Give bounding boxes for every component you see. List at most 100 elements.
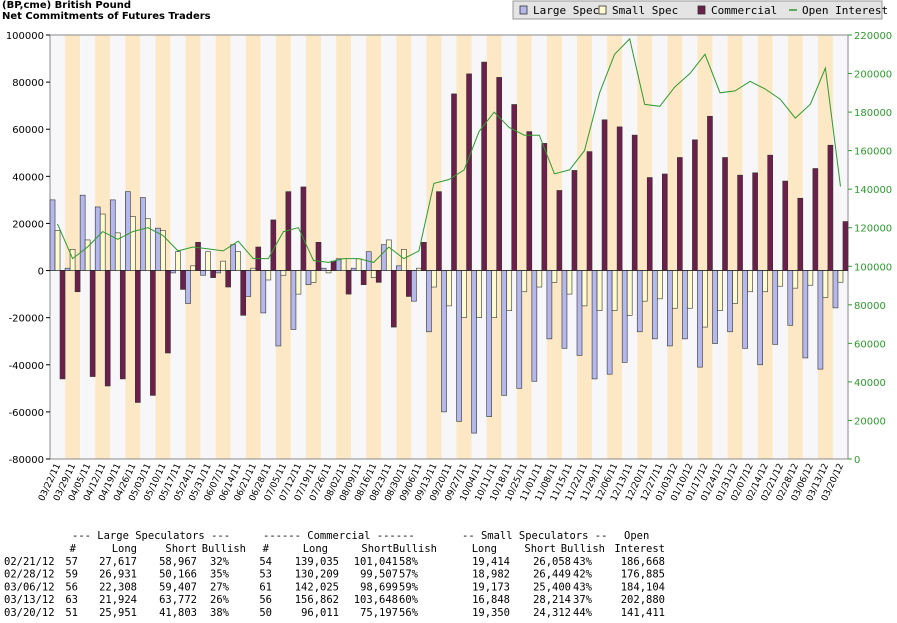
y2-tick-label: 40000 (854, 378, 886, 389)
bar (375, 270, 382, 283)
y2-tick-label: 20000 (854, 416, 886, 427)
table-cell: 43% (573, 581, 593, 593)
chart-title: (BP,cme) British Pound (2, 0, 131, 11)
bar (807, 270, 814, 286)
column-stripe (321, 35, 337, 459)
table-cell: 130,209 (295, 569, 339, 581)
table-cell: 21,924 (99, 594, 137, 606)
bar (792, 270, 799, 289)
bar (280, 270, 287, 276)
bar (752, 172, 758, 271)
bar (506, 270, 513, 311)
legend-label: Open Interest (802, 4, 888, 17)
table-cell: 03/20/12 (4, 607, 55, 619)
bar (466, 73, 472, 271)
table-column-header: # (70, 543, 77, 555)
table-cell: 22,308 (99, 581, 137, 593)
bar (677, 157, 683, 271)
legend-label: Large Spec (533, 4, 599, 17)
column-stripe (336, 35, 352, 459)
legend-label: Commercial (711, 4, 777, 17)
bar (185, 270, 191, 304)
bar (89, 270, 96, 377)
bar (265, 270, 272, 281)
table-cell: 18,982 (472, 569, 510, 581)
bar (797, 197, 804, 271)
table-cell: 19,350 (472, 607, 510, 619)
bar (416, 267, 422, 271)
legend-box (512, 0, 883, 20)
bar (130, 216, 136, 271)
bar (687, 270, 693, 309)
table-cell: 26,058 (533, 556, 571, 568)
bar (140, 197, 146, 271)
bar (345, 270, 352, 295)
bar (330, 260, 337, 271)
bar (611, 270, 618, 311)
table-cell: 56% (399, 607, 419, 619)
table-cell: 59 (65, 569, 78, 581)
table-cell: 176,885 (621, 569, 665, 581)
table-cell: 139,035 (295, 556, 339, 568)
table-cell: 103,648 (354, 594, 398, 606)
bar (79, 194, 86, 271)
bar (516, 270, 523, 389)
table-cell: 51 (65, 607, 78, 619)
bar (175, 251, 181, 271)
bar (195, 241, 201, 271)
y2-tick-label: 140000 (854, 185, 892, 196)
table-cell: 27% (210, 581, 230, 593)
bar (767, 154, 773, 271)
bar (426, 270, 432, 333)
bar (225, 270, 231, 288)
bar (119, 270, 126, 380)
bar (340, 258, 347, 271)
y2-tick-label: 180000 (854, 108, 892, 119)
bar (802, 270, 809, 359)
column-stripe (396, 35, 412, 459)
bar (476, 270, 482, 318)
bar (49, 199, 56, 271)
table-column-header: Bullish (202, 543, 246, 555)
table-cell: 26,449 (533, 569, 571, 581)
table-cell: 24,312 (533, 607, 571, 619)
table-cell: 184,104 (621, 581, 665, 593)
bar (651, 270, 658, 340)
bar (591, 270, 598, 380)
column-stripe (832, 35, 848, 459)
table-column-header: Long (112, 543, 137, 555)
bar (325, 270, 332, 274)
bar (541, 143, 548, 271)
bar (531, 270, 538, 382)
bar (235, 251, 242, 271)
bar (491, 270, 497, 318)
table-cell: 56 (259, 594, 272, 606)
table-column-header: Short (361, 543, 393, 555)
bar (441, 270, 447, 413)
bar (747, 270, 753, 293)
bar (215, 270, 221, 274)
column-stripe (727, 35, 743, 459)
bar (732, 270, 738, 304)
column-stripe (652, 35, 668, 459)
bar (436, 191, 442, 271)
bar (270, 219, 277, 271)
y2-tick-label: 220000 (854, 31, 892, 42)
table-cell: 75,197 (360, 607, 398, 619)
bar (631, 134, 638, 271)
table-cell: 61 (259, 581, 272, 593)
y-tick-label: -20000 (9, 314, 44, 325)
column-stripe (170, 35, 186, 459)
bar (165, 270, 171, 354)
bar (822, 270, 829, 298)
bar (571, 170, 578, 271)
bar (772, 270, 779, 345)
table-cell: 59% (399, 581, 419, 593)
bar (370, 270, 377, 278)
table-group-header: -- Small Speculators -- (462, 530, 607, 542)
bar (672, 270, 678, 309)
bar (661, 173, 668, 271)
table-cell: 141,411 (621, 607, 665, 619)
bar (782, 180, 789, 271)
bar (180, 270, 186, 290)
